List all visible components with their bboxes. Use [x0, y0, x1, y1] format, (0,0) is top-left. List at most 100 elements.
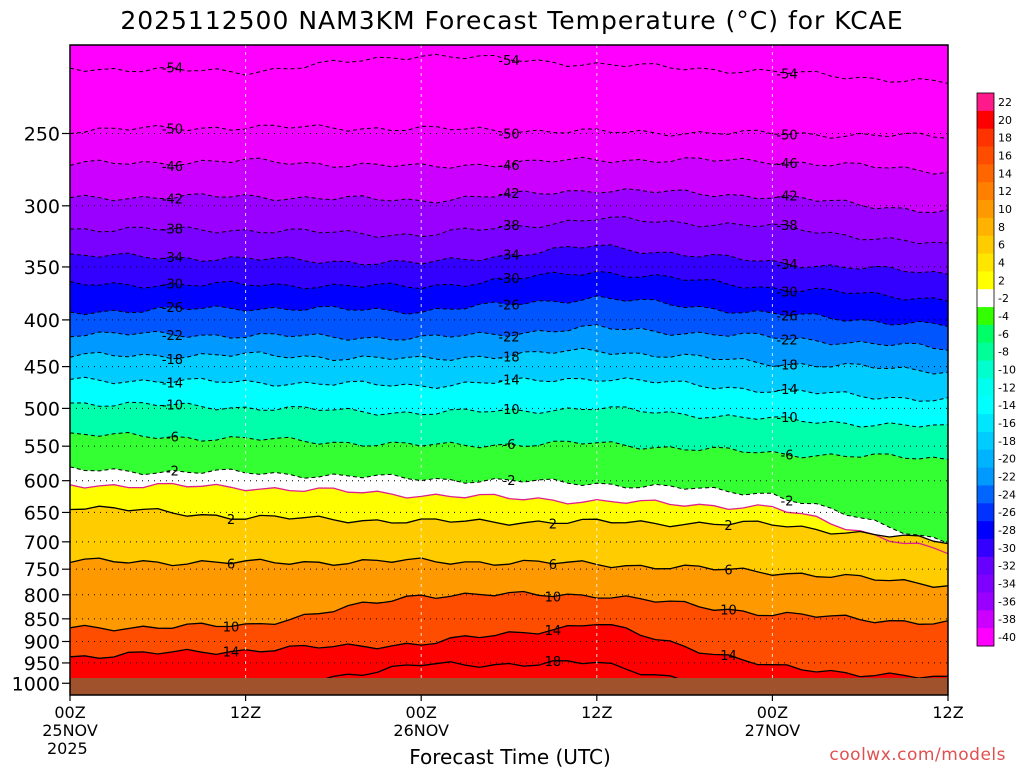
freezing-line — [70, 482, 948, 555]
colorbar-label: -38 — [998, 613, 1016, 626]
colorbar-label: 4 — [998, 256, 1005, 269]
isotherm-label: -18 — [162, 353, 183, 368]
isotherm-label: -30 — [498, 272, 519, 287]
isotherm-label: -46 — [498, 159, 519, 174]
isotherm-label: -34 — [498, 248, 519, 263]
colorbar-swatch — [977, 164, 994, 183]
pressure-tick-label: 1000 — [12, 673, 60, 695]
isotherm-label: -18 — [776, 359, 797, 374]
isotherm-line--54 — [70, 53, 948, 84]
credit-link[interactable]: coolwx.com/models — [829, 745, 1006, 765]
chart-title: 2025112500 NAM3KM Forecast Temperature (… — [120, 6, 904, 35]
date-tick-label: 27NOV — [745, 721, 801, 740]
isotherm-label: 14 — [223, 645, 240, 660]
colorbar-label: -4 — [998, 310, 1009, 323]
colorbar-label: 10 — [998, 203, 1012, 216]
colorbar-label: -30 — [998, 542, 1016, 555]
pressure-tick-label: 950 — [24, 653, 60, 675]
isotherm-label: -10 — [162, 399, 183, 414]
colorbar-swatch — [977, 235, 994, 255]
isotherm-label: -26 — [776, 310, 797, 325]
isotherm-line--50 — [70, 124, 948, 139]
isotherm-line--46 — [70, 156, 948, 175]
colorbar-swatch — [977, 307, 994, 326]
colorbar-swatch — [977, 128, 994, 148]
colorbar-label: -20 — [998, 453, 1016, 466]
isotherm-label: 10 — [545, 591, 562, 606]
color-bar: 22 20 18 16 14 12 10 8 6 4 2 -2 -4 -6 -8 -10 -12 -14 -16 -1… — [976, 92, 1016, 647]
colorbar-label: -24 — [998, 488, 1016, 501]
colorbar-swatch — [977, 93, 994, 112]
isotherm-label: 6 — [724, 563, 732, 578]
isotherm-contours: -54 -54 -54 -50 -50 -50 -46 -46 -46 -42 -42 -42 -38 -… — [70, 53, 948, 695]
isotherm-line--14 — [70, 376, 948, 402]
pressure-tick-label: 350 — [24, 257, 60, 279]
colorbar-label: -12 — [998, 381, 1016, 394]
isotherm-label: -50 — [498, 128, 519, 143]
colorbar-swatch — [977, 628, 994, 647]
colorbar-swatch — [977, 610, 994, 629]
colorbar-label: -10 — [998, 364, 1016, 377]
pressure-tick-label: 800 — [24, 585, 60, 607]
time-tick-label: 12Z — [230, 703, 261, 722]
colorbar-swatch — [977, 414, 994, 433]
isotherm-label: -6 — [166, 431, 179, 446]
colorbar-swatch — [977, 200, 994, 219]
pressure-tick-label: 850 — [24, 609, 60, 631]
pressure-tick-label: 700 — [24, 532, 60, 554]
colorbar-label: -14 — [998, 399, 1016, 412]
ground-surface — [70, 678, 948, 695]
isotherm-label: -2 — [781, 494, 794, 509]
plot-frame — [69, 44, 949, 696]
isotherm-label: -10 — [498, 403, 519, 418]
isotherm-label: -38 — [776, 219, 797, 234]
pressure-tick-label: 900 — [24, 631, 60, 653]
colorbar-swatch — [977, 592, 994, 611]
isotherm-label: -10 — [776, 411, 797, 426]
colorbar-label: -2 — [998, 292, 1009, 305]
isotherm-label: -26 — [498, 299, 519, 314]
isotherm-line-14 — [70, 623, 948, 679]
pressure-tick-label: 550 — [24, 436, 60, 458]
isotherm-line-2 — [70, 505, 948, 545]
isotherm-label: -14 — [776, 383, 797, 398]
pressure-tick-label: 250 — [24, 123, 60, 145]
isotherm-label: -54 — [162, 62, 183, 77]
isotherm-label: -18 — [498, 351, 519, 366]
isotherm-label: 6 — [227, 558, 235, 573]
isotherm-line-6 — [70, 557, 948, 588]
pressure-tick-label: 750 — [24, 559, 60, 581]
isotherm-label: -2 — [166, 464, 179, 479]
isotherm-label: -46 — [162, 160, 183, 175]
isotherm-label: 2 — [227, 513, 235, 528]
pressure-axis: 2503003504004505005506006507007508008509… — [12, 123, 70, 695]
colorbar-label: 12 — [998, 185, 1012, 198]
colorbar-label: -26 — [998, 506, 1016, 519]
colorbar-label: -34 — [998, 578, 1016, 591]
isotherm-label: 6 — [549, 558, 557, 573]
isotherm-label: -26 — [162, 301, 183, 316]
colorbar-swatch — [977, 253, 994, 272]
pressure-tick-label: 450 — [24, 357, 60, 379]
isotherm-label: 14 — [720, 649, 737, 664]
isotherm-label: -34 — [162, 251, 183, 266]
isotherm-label: -2 — [503, 474, 516, 489]
isotherm-label: -50 — [776, 129, 797, 144]
isotherm-label: -6 — [781, 448, 794, 463]
isotherm-label: -6 — [503, 438, 516, 453]
isotherm-label: 2 — [549, 517, 557, 532]
date-tick-label: 26NOV — [393, 721, 449, 740]
isotherm-line-10 — [70, 590, 948, 632]
colorbar-swatch — [977, 521, 994, 540]
colorbar-label: 2 — [998, 274, 1005, 287]
colorbar-swatch — [977, 449, 994, 469]
time-tick-label: 00Z — [54, 703, 85, 722]
isotherm-label: -22 — [498, 330, 519, 345]
colorbar-swatch — [977, 217, 994, 237]
isotherm-line--22 — [70, 324, 948, 351]
colorbar-label: 14 — [998, 167, 1012, 180]
isotherm-label: -30 — [162, 277, 183, 292]
pressure-tick-label: 300 — [24, 196, 60, 218]
